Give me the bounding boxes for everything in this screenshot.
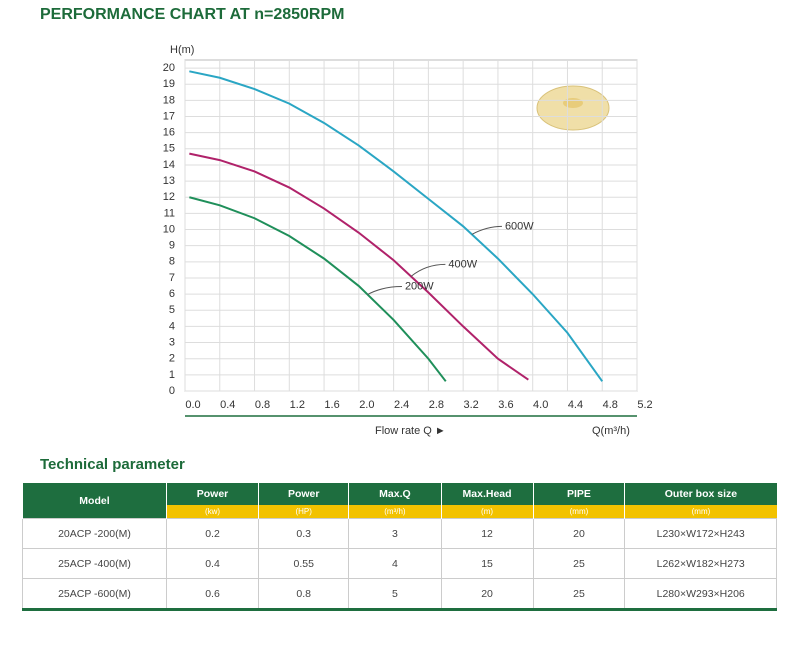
data-cell: 25ACP -400(M)	[22, 548, 167, 579]
leader-line	[367, 286, 402, 295]
unit-cell: (kw)	[165, 505, 259, 519]
y-axis-label: H(m)	[170, 44, 194, 56]
data-cell: L230×W172×H243	[624, 518, 777, 549]
data-cell: 15	[440, 548, 534, 579]
data-cell: 20	[532, 518, 626, 549]
x-tick-label: 3.6	[498, 399, 513, 411]
curve	[189, 152, 529, 381]
header-cell: Outer box size	[624, 483, 777, 505]
unit-cell: (mm)	[624, 505, 777, 519]
unit-cell: (m³/h)	[348, 505, 442, 519]
x-tick-label: 4.8	[603, 399, 618, 411]
header-cell: Max.Head	[440, 483, 534, 505]
y-tick-label: 17	[163, 110, 175, 122]
curve-label: 400W	[448, 258, 477, 270]
header-cell: Model	[22, 483, 167, 519]
y-tick-label: 2	[169, 353, 175, 365]
data-row: 25ACP -400(M) 0.4 0.55 4 15 25 L262×W182×H273	[22, 548, 777, 579]
y-tick-label: 9	[169, 240, 175, 252]
unit-cell: (mm)	[532, 505, 625, 519]
data-row: 25ACP -600(M) 0.6 0.8 5 20 25 L280×W293×H206	[22, 578, 777, 610]
x-tick-label: 4.4	[568, 399, 583, 411]
x-tick-label: 0.0	[185, 399, 200, 411]
spec-table: Model Power Power Max.Q Max.Head PIPE Outer bo…	[22, 483, 777, 611]
data-cell: 0.2	[165, 518, 260, 549]
curve-label: 600W	[505, 220, 534, 232]
curve	[189, 196, 447, 382]
data-cell: 0.3	[258, 518, 350, 549]
y-tick-label: 8	[169, 256, 175, 268]
unit-cell: (m)	[440, 505, 534, 519]
y-tick-label: 3	[169, 336, 175, 348]
curve	[189, 70, 604, 382]
chart-title: PERFORMANCE CHART AT n=2850RPM	[40, 6, 345, 23]
leader-line	[471, 225, 502, 235]
data-cell: 3	[348, 518, 442, 549]
y-tick-label: 0	[169, 385, 175, 397]
leader-line	[410, 263, 446, 277]
y-tick-label: 1	[169, 369, 175, 381]
y-tick-label: 5	[169, 304, 175, 316]
data-cell: 0.55	[258, 548, 350, 579]
y-tick-label: 12	[163, 191, 175, 203]
data-cell: 0.6	[165, 578, 260, 610]
data-row: 20ACP -200(M) 0.2 0.3 3 12 20 L230×W172×H243	[22, 518, 777, 549]
y-tick-label: 20	[163, 62, 175, 74]
data-cell: 0.4	[165, 548, 260, 579]
header-cell: Power	[258, 483, 349, 505]
x-tick-label: 5.2	[637, 399, 652, 411]
x-tick-label: 0.4	[220, 399, 235, 411]
data-cell: 20	[440, 578, 534, 610]
header-cell: PIPE	[532, 483, 625, 505]
x-tick-label: 2.0	[359, 399, 374, 411]
header-cell: Power	[165, 483, 259, 505]
data-cell: 25	[532, 548, 626, 579]
y-tick-label: 18	[163, 94, 175, 106]
y-tick-label: 7	[169, 272, 175, 284]
table-title: Technical parameter	[40, 456, 185, 473]
header-cell: Max.Q	[348, 483, 442, 505]
unit-row: (kw) (HP) (m³/h) (m) (mm) (mm)	[23, 505, 777, 519]
x-unit-label: Q(m³/h)	[592, 425, 630, 437]
y-tick-label: 15	[163, 143, 175, 155]
data-cell: 20ACP -200(M)	[22, 518, 167, 549]
x-tick-label: 1.2	[290, 399, 305, 411]
unit-cell: (HP)	[258, 505, 349, 519]
header-row: Model Power Power Max.Q Max.Head PIPE Outer bo…	[22, 483, 777, 519]
data-cell: L280×W293×H206	[624, 578, 777, 610]
data-cell: 12	[440, 518, 534, 549]
y-tick-label: 4	[169, 320, 175, 332]
y-tick-label: 19	[163, 78, 175, 90]
x-tick-label: 4.0	[533, 399, 548, 411]
x-tick-label: 2.8	[429, 399, 444, 411]
x-tick-label: 0.8	[255, 399, 270, 411]
y-tick-label: 6	[169, 288, 175, 300]
y-tick-label: 10	[163, 223, 175, 235]
data-cell: L262×W182×H273	[624, 548, 777, 579]
y-tick-label: 16	[163, 127, 175, 139]
data-cell: 25ACP -600(M)	[22, 578, 167, 610]
y-tick-label: 14	[163, 159, 175, 171]
x-tick-label: 1.6	[324, 399, 339, 411]
data-cell: 0.8	[258, 578, 350, 610]
y-tick-label: 11	[164, 207, 175, 219]
x-axis-label: Flow rate Q ►	[375, 425, 446, 437]
impeller-hub	[563, 98, 583, 108]
x-tick-label: 3.2	[464, 399, 479, 411]
data-cell: 25	[532, 578, 626, 610]
y-tick-label: 13	[163, 175, 175, 187]
x-tick-label: 2.4	[394, 399, 409, 411]
data-cell: 4	[348, 548, 442, 579]
curve-label: 200W	[405, 280, 434, 292]
data-cell: 5	[348, 578, 442, 610]
